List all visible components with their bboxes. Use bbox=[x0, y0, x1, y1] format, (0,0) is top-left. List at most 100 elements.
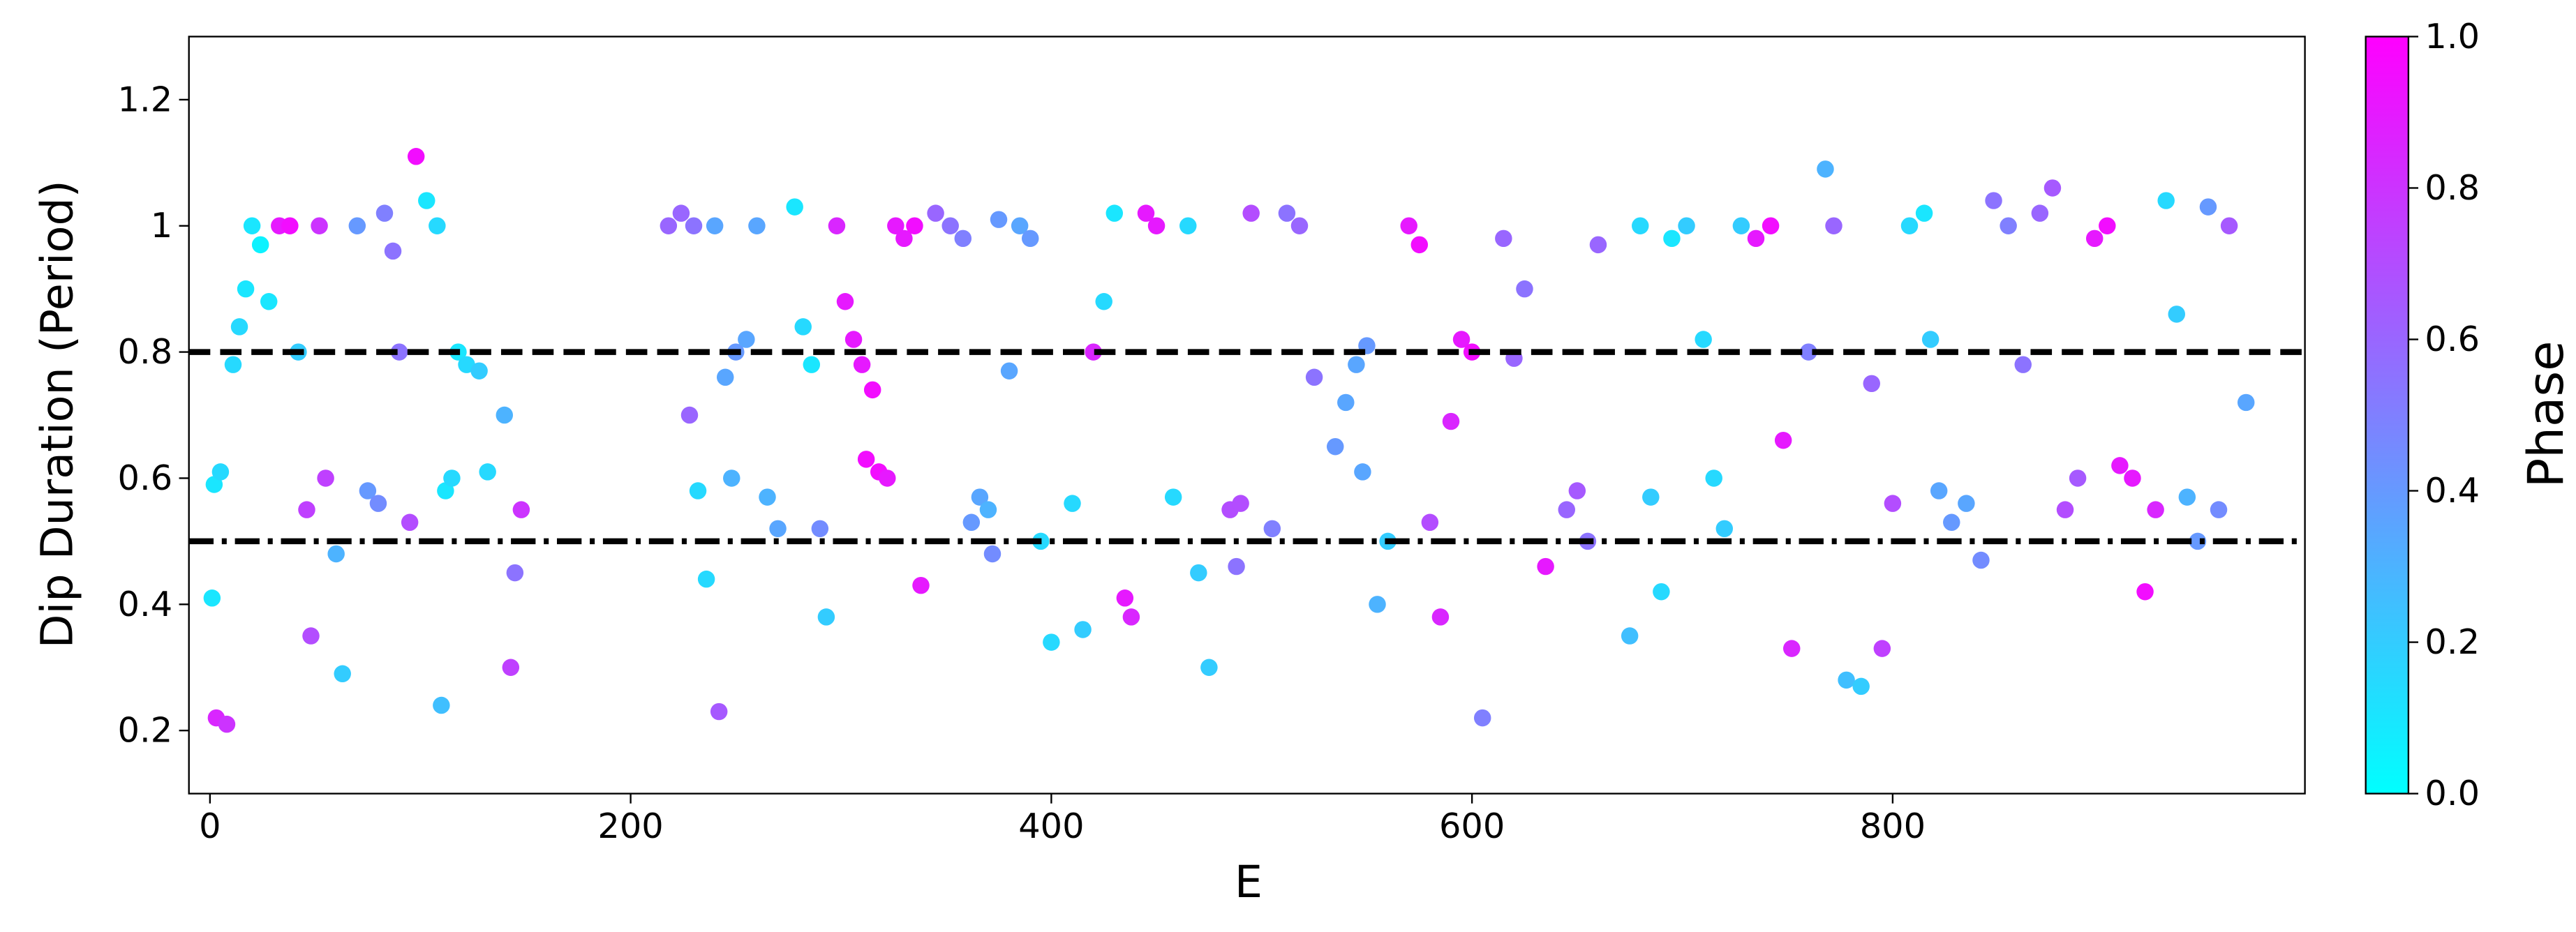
point bbox=[979, 501, 997, 518]
point bbox=[1873, 640, 1891, 657]
point bbox=[990, 211, 1008, 228]
point bbox=[1421, 513, 1439, 532]
point bbox=[2124, 469, 2141, 487]
point bbox=[2043, 179, 2062, 197]
point bbox=[706, 217, 724, 234]
colorbar bbox=[2365, 36, 2410, 795]
point bbox=[1410, 236, 1429, 254]
point bbox=[962, 513, 981, 532]
point bbox=[1589, 236, 1607, 254]
point bbox=[853, 356, 871, 373]
point bbox=[1452, 331, 1471, 348]
point bbox=[1762, 217, 1780, 234]
point bbox=[251, 236, 269, 254]
point bbox=[443, 469, 461, 487]
point bbox=[502, 659, 520, 676]
point bbox=[895, 230, 913, 248]
point bbox=[1000, 362, 1018, 379]
point bbox=[2000, 217, 2017, 234]
point bbox=[418, 192, 435, 209]
y-tick-label: 0.4 bbox=[118, 584, 173, 624]
point bbox=[1568, 482, 1586, 499]
point bbox=[237, 280, 255, 298]
point bbox=[2189, 532, 2207, 550]
x-axis-label: E bbox=[1235, 856, 1263, 908]
point bbox=[1074, 621, 1092, 638]
point bbox=[941, 217, 959, 234]
point bbox=[1705, 469, 1722, 487]
x-tick-label: 0 bbox=[199, 806, 221, 846]
point bbox=[369, 495, 387, 512]
point bbox=[983, 545, 1002, 563]
point bbox=[794, 318, 812, 336]
point bbox=[496, 406, 514, 424]
y-tick-label: 0.8 bbox=[118, 331, 173, 372]
point bbox=[1164, 488, 1182, 506]
point bbox=[2168, 306, 2185, 323]
point bbox=[738, 331, 755, 348]
colorbar-tick-label: 0.8 bbox=[2425, 167, 2480, 208]
point bbox=[2136, 582, 2154, 601]
point bbox=[2099, 217, 2116, 234]
point bbox=[723, 469, 740, 487]
point bbox=[375, 204, 394, 222]
point bbox=[1354, 463, 1371, 481]
point bbox=[1116, 589, 1134, 607]
point bbox=[1930, 482, 1948, 499]
point bbox=[281, 217, 299, 234]
point bbox=[205, 476, 223, 493]
point bbox=[311, 217, 328, 234]
point bbox=[1972, 551, 1990, 569]
point bbox=[710, 702, 728, 721]
point bbox=[2237, 393, 2255, 412]
point bbox=[2210, 501, 2228, 518]
point bbox=[1400, 217, 1417, 234]
point bbox=[2178, 488, 2196, 506]
point bbox=[786, 198, 803, 216]
colorbar-tick-label: 0.6 bbox=[2425, 319, 2480, 359]
point bbox=[1290, 217, 1309, 234]
point bbox=[1021, 230, 1039, 248]
point bbox=[857, 451, 875, 468]
point bbox=[912, 576, 930, 594]
point bbox=[1095, 293, 1112, 310]
point bbox=[1663, 230, 1681, 248]
point bbox=[1884, 495, 1902, 512]
point bbox=[1242, 204, 1260, 222]
x-tick-label: 600 bbox=[1439, 806, 1505, 846]
point bbox=[2157, 192, 2175, 209]
point bbox=[390, 343, 408, 361]
point bbox=[1305, 368, 1323, 386]
point bbox=[716, 368, 734, 386]
point bbox=[2147, 501, 2164, 518]
y-axis-label: Dip Duration (Period) bbox=[31, 180, 83, 648]
point bbox=[1516, 280, 1533, 298]
point bbox=[1431, 608, 1450, 626]
point bbox=[844, 331, 863, 348]
point bbox=[1747, 230, 1765, 248]
point bbox=[2220, 217, 2238, 234]
point bbox=[1064, 495, 1081, 512]
point bbox=[2056, 501, 2074, 518]
point bbox=[407, 148, 425, 165]
point bbox=[1943, 513, 1960, 532]
point bbox=[1278, 204, 1296, 222]
point bbox=[1348, 356, 1365, 373]
point bbox=[1442, 412, 1460, 430]
point bbox=[1105, 204, 1124, 222]
point bbox=[1631, 217, 1649, 234]
colorbar-tick-label: 0.2 bbox=[2425, 622, 2480, 662]
point bbox=[954, 230, 972, 248]
point bbox=[1715, 520, 1734, 538]
point bbox=[334, 665, 351, 683]
y-tick-label: 1.2 bbox=[118, 79, 173, 119]
point bbox=[828, 217, 846, 234]
point bbox=[429, 217, 446, 234]
point bbox=[672, 204, 690, 222]
point bbox=[1642, 488, 1660, 506]
point bbox=[243, 217, 261, 234]
point bbox=[1817, 160, 1834, 178]
point bbox=[512, 501, 530, 518]
